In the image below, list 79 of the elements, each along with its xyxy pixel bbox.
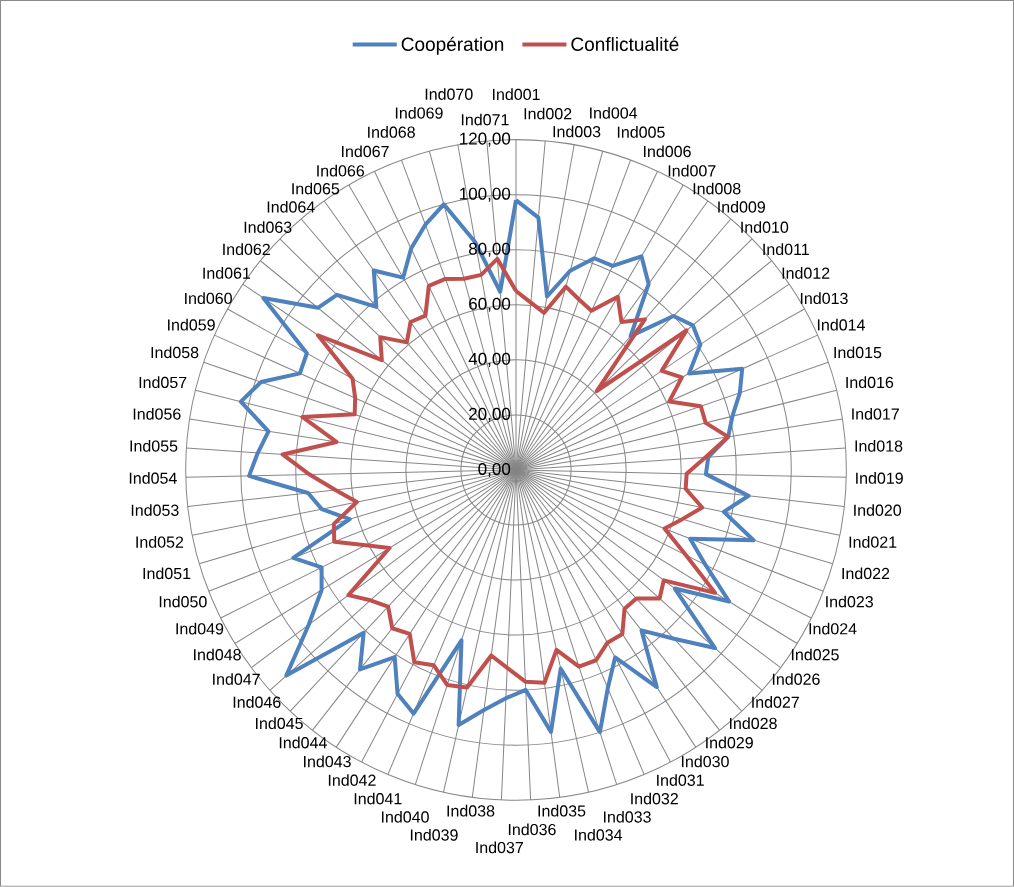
spoke-label: Ind022 bbox=[842, 567, 890, 580]
spoke-label: Ind031 bbox=[657, 774, 704, 786]
spoke-label: Ind004 bbox=[590, 107, 638, 119]
spoke-label: Ind019 bbox=[856, 472, 903, 484]
spoke-label: Ind018 bbox=[855, 440, 903, 452]
spoke-label: Ind038 bbox=[447, 804, 495, 817]
spoke-label: Ind012 bbox=[782, 267, 830, 279]
spoke-label: Ind008 bbox=[693, 182, 741, 195]
spoke-label: Ind056 bbox=[133, 408, 181, 420]
spoke-label: Ind049 bbox=[176, 622, 224, 635]
spoke-label: Ind067 bbox=[342, 145, 389, 158]
y-tick-label: 40,00 bbox=[468, 352, 511, 367]
spoke-label: Ind039 bbox=[410, 829, 458, 841]
spoke-label: Ind026 bbox=[772, 673, 820, 685]
spoke-label: Ind047 bbox=[213, 673, 260, 685]
spoke-label: Ind060 bbox=[185, 292, 232, 305]
y-tick-label: 120,00 bbox=[460, 132, 511, 147]
spoke-label: Ind025 bbox=[791, 648, 839, 661]
legend-label: Conflictualité bbox=[571, 36, 679, 52]
spoke-label: Ind021 bbox=[849, 536, 897, 548]
spoke-label: Ind007 bbox=[668, 164, 716, 177]
spoke-label: Ind024 bbox=[809, 622, 857, 635]
spoke-label: Ind003 bbox=[553, 125, 601, 138]
spoke-label: Ind011 bbox=[763, 243, 809, 256]
spoke-label: Ind066 bbox=[317, 164, 365, 177]
spoke-label: Ind028 bbox=[729, 717, 777, 730]
spoke-label: Ind068 bbox=[368, 126, 415, 138]
spoke-label: Ind037 bbox=[476, 841, 523, 854]
spoke-label: Ind065 bbox=[292, 182, 340, 195]
spoke-label: Ind046 bbox=[233, 696, 281, 708]
spoke-label: Ind001 bbox=[493, 88, 540, 101]
y-tick-label: 60,00 bbox=[469, 297, 511, 312]
spoke-label: Ind017 bbox=[852, 408, 899, 420]
spoke-label: Ind062 bbox=[223, 243, 270, 256]
spoke-label: Ind027 bbox=[752, 696, 799, 708]
spoke-label: Ind009 bbox=[718, 200, 765, 213]
spoke-label: Ind055 bbox=[130, 440, 178, 452]
spoke-label: Ind034 bbox=[575, 829, 623, 841]
spoke-label: Ind070 bbox=[425, 88, 473, 100]
spoke-label: Ind063 bbox=[244, 221, 292, 234]
spoke-label: Ind030 bbox=[681, 755, 729, 768]
spoke-label: Ind016 bbox=[846, 376, 894, 389]
spoke-label: Ind050 bbox=[159, 595, 207, 608]
spoke-label: Ind064 bbox=[267, 200, 315, 213]
spoke-label: Ind058 bbox=[151, 346, 199, 359]
spoke-label: Ind057 bbox=[139, 376, 187, 389]
spoke-label: Ind014 bbox=[817, 318, 865, 331]
spoke-label: Ind044 bbox=[279, 736, 327, 749]
spoke-label: Ind048 bbox=[194, 648, 241, 661]
spoke-label: Ind045 bbox=[256, 717, 303, 730]
spoke-label: Ind015 bbox=[834, 346, 882, 359]
spoke-label: Ind035 bbox=[538, 804, 586, 817]
legend-label: Coopération bbox=[401, 36, 504, 55]
y-tick-label: 20,00 bbox=[469, 407, 511, 422]
spoke-label: Ind023 bbox=[826, 595, 873, 608]
spoke-label: Ind029 bbox=[706, 736, 753, 749]
y-tick-label: 100,00 bbox=[460, 187, 511, 202]
spoke-label: Ind061 bbox=[203, 267, 251, 279]
spoke-label: Ind040 bbox=[381, 810, 429, 823]
spoke-label: Ind042 bbox=[328, 774, 376, 786]
spoke-label: Ind006 bbox=[643, 145, 691, 158]
spoke-label: Ind051 bbox=[143, 567, 191, 580]
spoke-label: Ind005 bbox=[617, 126, 665, 138]
spoke-label: Ind052 bbox=[136, 536, 184, 548]
spoke-label: Ind013 bbox=[800, 292, 848, 305]
spoke-label: Ind069 bbox=[395, 107, 443, 119]
spoke-label: Ind053 bbox=[131, 504, 179, 517]
spoke-label: Ind071 bbox=[461, 113, 509, 126]
y-tick-label: 0,00 bbox=[478, 462, 511, 478]
spoke-label: Ind033 bbox=[604, 810, 651, 823]
spoke-label: Ind010 bbox=[741, 221, 789, 234]
spoke-label: Ind032 bbox=[631, 792, 678, 805]
spoke-label: Ind043 bbox=[304, 755, 351, 768]
spoke-label: Ind041 bbox=[354, 792, 402, 805]
spoke-label: Ind036 bbox=[508, 823, 556, 836]
spoke-label: Ind059 bbox=[168, 318, 215, 331]
spoke-label: Ind020 bbox=[854, 504, 902, 517]
spoke-label: Ind002 bbox=[524, 107, 572, 120]
spoke-label: Ind054 bbox=[129, 472, 177, 484]
